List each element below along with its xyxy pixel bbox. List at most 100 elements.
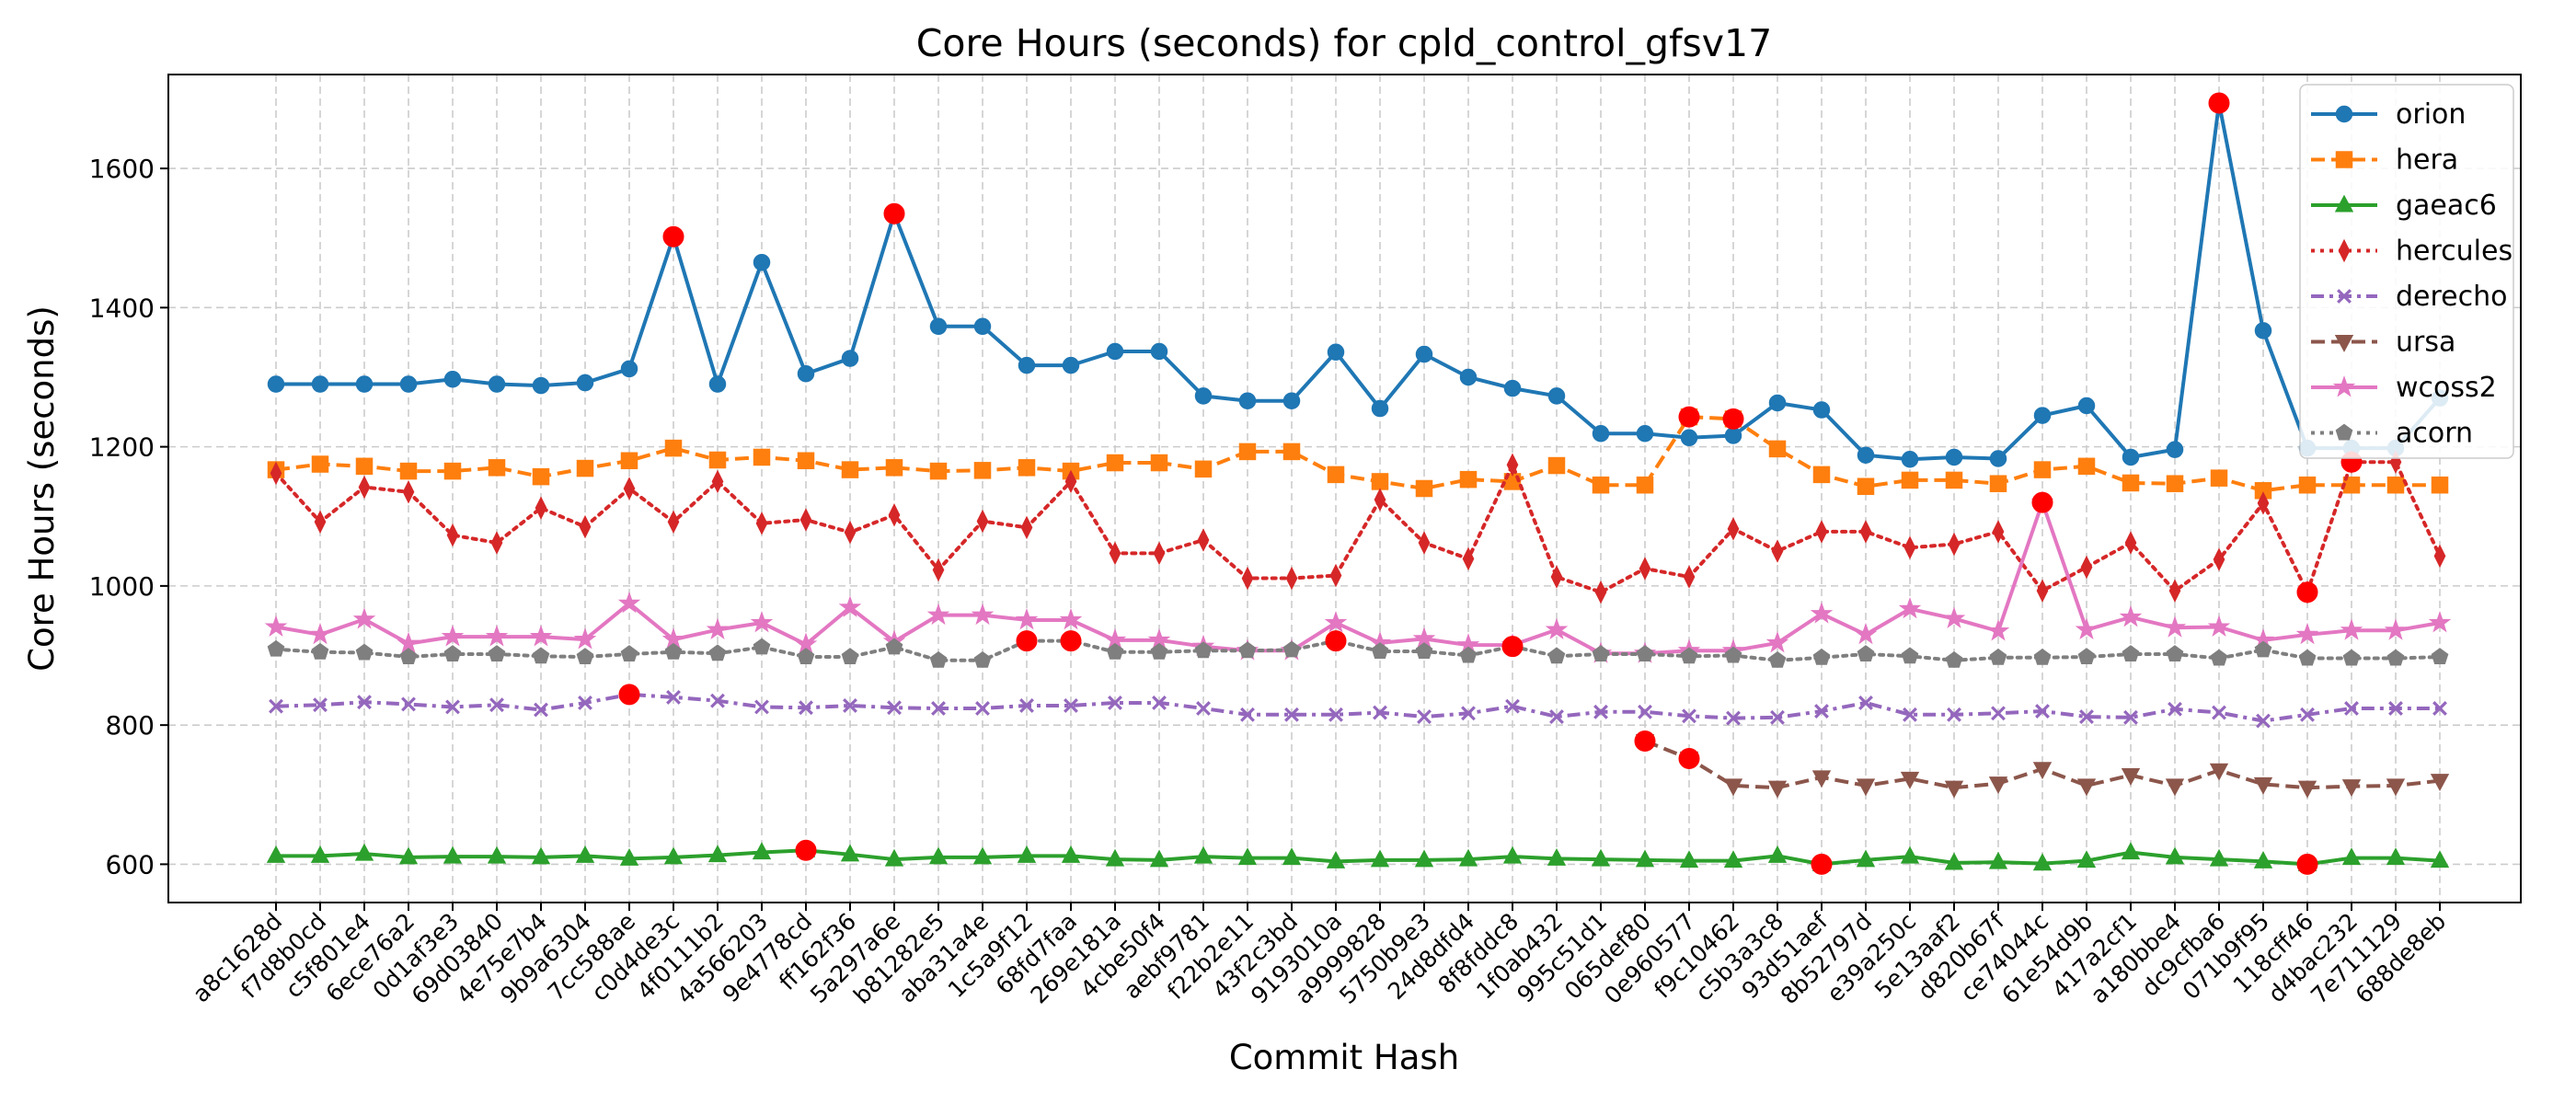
- data-point-orion: [2254, 322, 2272, 339]
- data-point-ursa: [1988, 776, 2008, 795]
- data-point-derecho: [313, 697, 328, 713]
- highlight-points: [618, 92, 2363, 875]
- data-point-acorn: [1371, 642, 1389, 659]
- data-point-derecho: [1549, 709, 1564, 724]
- data-point-ursa: [2032, 762, 2053, 780]
- data-point-hercules: [1992, 520, 2005, 544]
- data-point-acorn: [2077, 648, 2096, 664]
- highlight-point: [1722, 408, 1744, 430]
- data-point-acorn: [399, 648, 418, 664]
- data-point-gaeac6: [1502, 845, 1523, 864]
- data-point-hera: [1945, 471, 1963, 489]
- data-point-derecho: [710, 693, 725, 708]
- series-line-gaeac6: [276, 848, 2441, 867]
- y-tick-label: 600: [106, 849, 155, 880]
- data-point-gaeac6: [972, 846, 993, 865]
- data-point-gaeac6: [707, 845, 728, 863]
- data-point-wcoss2: [1059, 608, 1083, 630]
- data-point-acorn: [753, 638, 771, 655]
- data-point-wcoss2: [308, 622, 332, 645]
- legend-marker: [2335, 151, 2353, 168]
- data-point-hera: [1857, 477, 1875, 495]
- data-point-orion: [753, 253, 771, 271]
- data-point-hera: [1018, 459, 1036, 477]
- data-point-gaeac6: [663, 846, 684, 865]
- data-point-acorn: [1768, 650, 1787, 668]
- data-point-gaeac6: [2032, 853, 2053, 871]
- series-line-wcoss2: [275, 500, 2441, 656]
- legend: orion hera gaeac6 hercules derecho ursa wcoss2…: [2299, 84, 2514, 459]
- x-axis-title: Commit Hash: [1229, 1038, 1459, 1077]
- data-point-derecho: [2168, 701, 2182, 717]
- data-point-gaeac6: [1370, 849, 1390, 868]
- data-point-ursa: [2209, 763, 2229, 781]
- data-point-orion: [1989, 450, 2007, 467]
- data-point-gaeac6: [1988, 851, 2008, 869]
- data-point-gaeac6: [884, 848, 904, 867]
- data-point-wcoss2: [1765, 630, 1789, 653]
- data-point-derecho: [2123, 709, 2138, 725]
- data-point-derecho: [1638, 704, 1652, 719]
- data-point-derecho: [1682, 708, 1696, 724]
- data-point-derecho: [1064, 698, 1078, 713]
- data-point-wcoss2: [352, 607, 376, 629]
- data-point-hera: [576, 459, 594, 477]
- data-point-gaeac6: [1193, 845, 1213, 864]
- data-point-acorn: [1989, 648, 2007, 665]
- data-point-gaeac6: [354, 843, 374, 861]
- data-point-gaeac6: [1723, 850, 1743, 868]
- data-point-ursa: [1856, 778, 1876, 797]
- data-point-wcoss2: [2207, 615, 2231, 637]
- data-point-hercules: [490, 531, 503, 555]
- data-point-hercules: [1815, 520, 1828, 544]
- data-point-orion: [620, 360, 638, 378]
- data-point-gaeac6: [1237, 847, 1258, 866]
- data-point-hercules: [1329, 563, 1342, 588]
- data-point-acorn: [311, 642, 329, 660]
- data-point-orion: [1459, 368, 1478, 386]
- data-point-hercules: [2257, 491, 2270, 515]
- highlight-point: [883, 202, 905, 224]
- data-point-orion: [1547, 387, 1566, 405]
- data-point-hera: [1459, 470, 1478, 489]
- data-point-gaeac6: [1105, 848, 1125, 867]
- data-point-derecho: [1903, 707, 1917, 722]
- data-point-derecho: [1858, 696, 1873, 710]
- legend-label: orion: [2396, 98, 2466, 131]
- highlight-point: [2208, 92, 2230, 114]
- data-point-wcoss2: [617, 591, 641, 614]
- data-point-wcoss2: [1015, 608, 1039, 630]
- highlight-point: [1325, 630, 1347, 652]
- data-point-hercules: [976, 509, 989, 534]
- data-point-wcoss2: [1324, 611, 1348, 633]
- legend-item-wcoss2: wcoss2: [2311, 372, 2497, 404]
- data-point-wcoss2: [2295, 622, 2319, 645]
- data-point-derecho: [401, 696, 416, 712]
- data-point-gaeac6: [1944, 852, 1964, 870]
- highlight-point: [1634, 730, 1656, 753]
- data-point-orion: [532, 376, 550, 395]
- data-point-orion: [929, 317, 948, 336]
- data-point-wcoss2: [1898, 596, 1922, 619]
- data-point-hera: [797, 452, 815, 469]
- data-point-orion: [1194, 387, 1213, 405]
- data-point-hercules: [1153, 541, 1166, 566]
- data-point-acorn: [532, 647, 550, 664]
- series-ursa: [1635, 733, 2450, 799]
- data-point-wcoss2: [529, 625, 553, 647]
- legend-item-ursa: ursa: [2311, 327, 2455, 359]
- data-point-acorn: [1680, 647, 1698, 664]
- data-point-orion: [1415, 345, 1433, 363]
- data-point-derecho: [1196, 701, 1211, 716]
- data-point-hera: [885, 459, 903, 477]
- data-point-hera: [1327, 466, 1345, 484]
- data-point-wcoss2: [1810, 602, 1834, 624]
- data-point-derecho: [931, 701, 946, 716]
- data-point-hercules: [2433, 544, 2446, 569]
- data-point-hera: [1547, 456, 1566, 475]
- data-point-hercules: [535, 496, 547, 520]
- legend-item-gaeac6: gaeac6: [2311, 190, 2497, 222]
- data-point-gaeac6: [1458, 848, 1478, 867]
- data-point-ursa: [2253, 776, 2273, 795]
- data-point-hercules: [2036, 579, 2049, 603]
